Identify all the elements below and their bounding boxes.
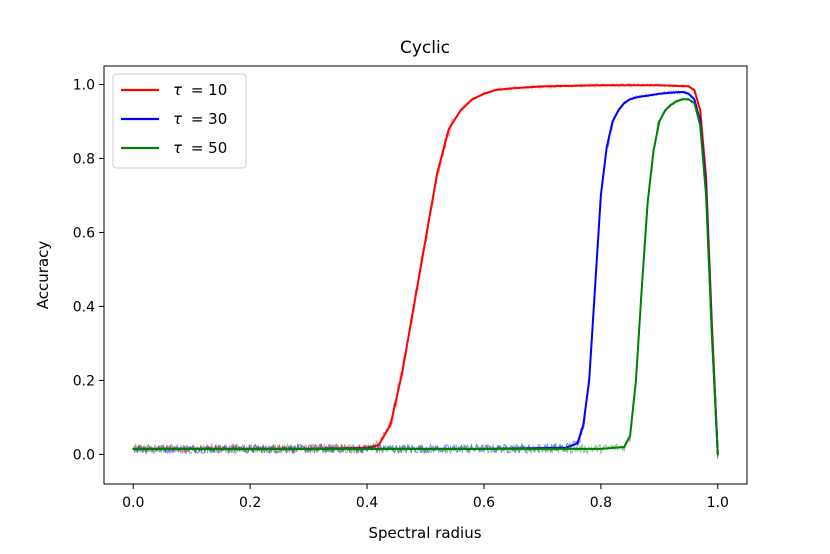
- data-point-tau-50: [646, 202, 649, 204]
- data-point-tau-50: [249, 448, 251, 450]
- legend-label-tau-30: = 30: [191, 110, 227, 128]
- data-point-tau-10: [512, 87, 514, 89]
- data-point-tau-10: [401, 372, 403, 374]
- y-tick-label: 1.0: [73, 77, 95, 93]
- data-point-tau-30: [681, 91, 684, 93]
- data-point-tau-10: [377, 444, 380, 446]
- legend-entry: τ = 50: [121, 139, 227, 157]
- x-tick-label: 0.8: [590, 495, 612, 511]
- legend: τ = 10 τ = 30 τ = 50: [112, 73, 247, 169]
- data-point-tau-30: [635, 96, 637, 99]
- legend-box: [112, 73, 247, 169]
- data-point-tau-50: [132, 448, 135, 450]
- legend-label-tau-10: = 10: [191, 81, 227, 99]
- plot-frame: [103, 65, 748, 485]
- data-point-tau-50: [711, 335, 713, 337]
- data-point-tau-50: [676, 100, 678, 102]
- data-point-tau-50: [623, 446, 626, 448]
- data-point-tau-50: [635, 379, 637, 382]
- data-point-tau-50: [705, 194, 707, 197]
- series-layer: [132, 82, 719, 459]
- data-point-tau-50: [640, 287, 643, 289]
- legend-label-tau-50: = 50: [191, 139, 227, 157]
- y-axis-label: Accuracy: [34, 241, 52, 310]
- data-point-tau-50: [716, 453, 719, 456]
- data-point-tau-10: [600, 84, 602, 87]
- y-tick-label: 0.0: [73, 447, 95, 463]
- y-tick-label: 0.4: [73, 299, 95, 315]
- legend-symbol: τ: [173, 81, 183, 99]
- data-point-tau-10: [389, 424, 392, 426]
- data-point-tau-10: [658, 84, 661, 87]
- data-point-tau-50: [600, 448, 602, 450]
- data-point-tau-30: [582, 424, 585, 426]
- data-point-tau-50: [670, 104, 672, 106]
- data-point-tau-30: [629, 98, 631, 101]
- data-point-tau-50: [629, 435, 631, 437]
- x-tick-label: 0.2: [239, 495, 261, 511]
- data-point-tau-50: [687, 98, 690, 101]
- data-point-tau-10: [448, 128, 450, 130]
- series-line-tau-50: [133, 98, 719, 455]
- chart-title: Cyclic: [400, 38, 450, 58]
- data-point-tau-30: [588, 379, 590, 382]
- data-point-tau-30: [576, 442, 579, 445]
- data-point-tau-30: [693, 98, 696, 101]
- data-point-tau-10: [424, 239, 427, 241]
- data-point-tau-30: [646, 94, 649, 97]
- y-axis: 0.0 0.2 0.4 0.6 0.8 1.0: [73, 77, 104, 463]
- legend-entry: τ = 30: [121, 110, 227, 128]
- data-point-tau-10: [699, 109, 702, 112]
- y-tick-label: 0.8: [73, 151, 95, 167]
- data-point-tau-50: [693, 102, 696, 104]
- data-point-tau-50: [366, 448, 368, 450]
- legend-symbol: τ: [173, 139, 183, 157]
- y-tick-label: 0.2: [73, 373, 95, 389]
- x-axis-label: Spectral radius: [368, 524, 481, 542]
- data-point-tau-30: [658, 92, 661, 95]
- data-point-tau-10: [494, 89, 497, 91]
- data-point-tau-30: [670, 91, 672, 94]
- data-point-tau-50: [664, 109, 666, 112]
- series-line-tau-10: [133, 84, 719, 455]
- x-tick-label: 0.6: [473, 495, 495, 511]
- data-point-tau-10: [541, 85, 544, 88]
- data-point-tau-10: [687, 85, 690, 88]
- legend-symbol: τ: [173, 110, 183, 128]
- x-axis: 0.0 0.2 0.4 0.6 0.8 1.0: [122, 484, 729, 511]
- data-point-tau-10: [413, 305, 415, 308]
- data-point-tau-50: [652, 150, 655, 152]
- svg-text:τ = 50: τ = 50: [173, 139, 227, 157]
- legend-entry: τ = 10: [121, 81, 227, 99]
- data-point-tau-10: [483, 92, 485, 95]
- x-tick-label: 0.4: [356, 495, 378, 511]
- data-point-tau-50: [699, 124, 702, 126]
- data-point-tau-50: [483, 448, 485, 450]
- x-tick-label: 1.0: [707, 495, 729, 511]
- series-line-tau-30: [133, 90, 719, 455]
- data-point-tau-30: [605, 146, 608, 149]
- data-point-tau-30: [623, 102, 626, 104]
- data-point-tau-30: [594, 287, 596, 289]
- data-point-tau-50: [681, 98, 684, 101]
- data-point-tau-50: [658, 120, 661, 123]
- data-point-tau-10: [459, 109, 462, 112]
- data-point-tau-10: [436, 172, 438, 175]
- svg-text:τ = 10: τ = 10: [173, 81, 227, 99]
- y-tick-label: 0.6: [73, 225, 95, 241]
- data-point-tau-30: [617, 109, 620, 112]
- x-tick-label: 0.0: [122, 495, 144, 511]
- data-point-tau-30: [600, 194, 602, 197]
- data-point-tau-30: [687, 92, 690, 95]
- data-point-tau-10: [471, 98, 474, 101]
- data-point-tau-30: [611, 120, 614, 123]
- svg-text:τ = 30: τ = 30: [173, 110, 227, 128]
- data-point-tau-10: [693, 89, 696, 91]
